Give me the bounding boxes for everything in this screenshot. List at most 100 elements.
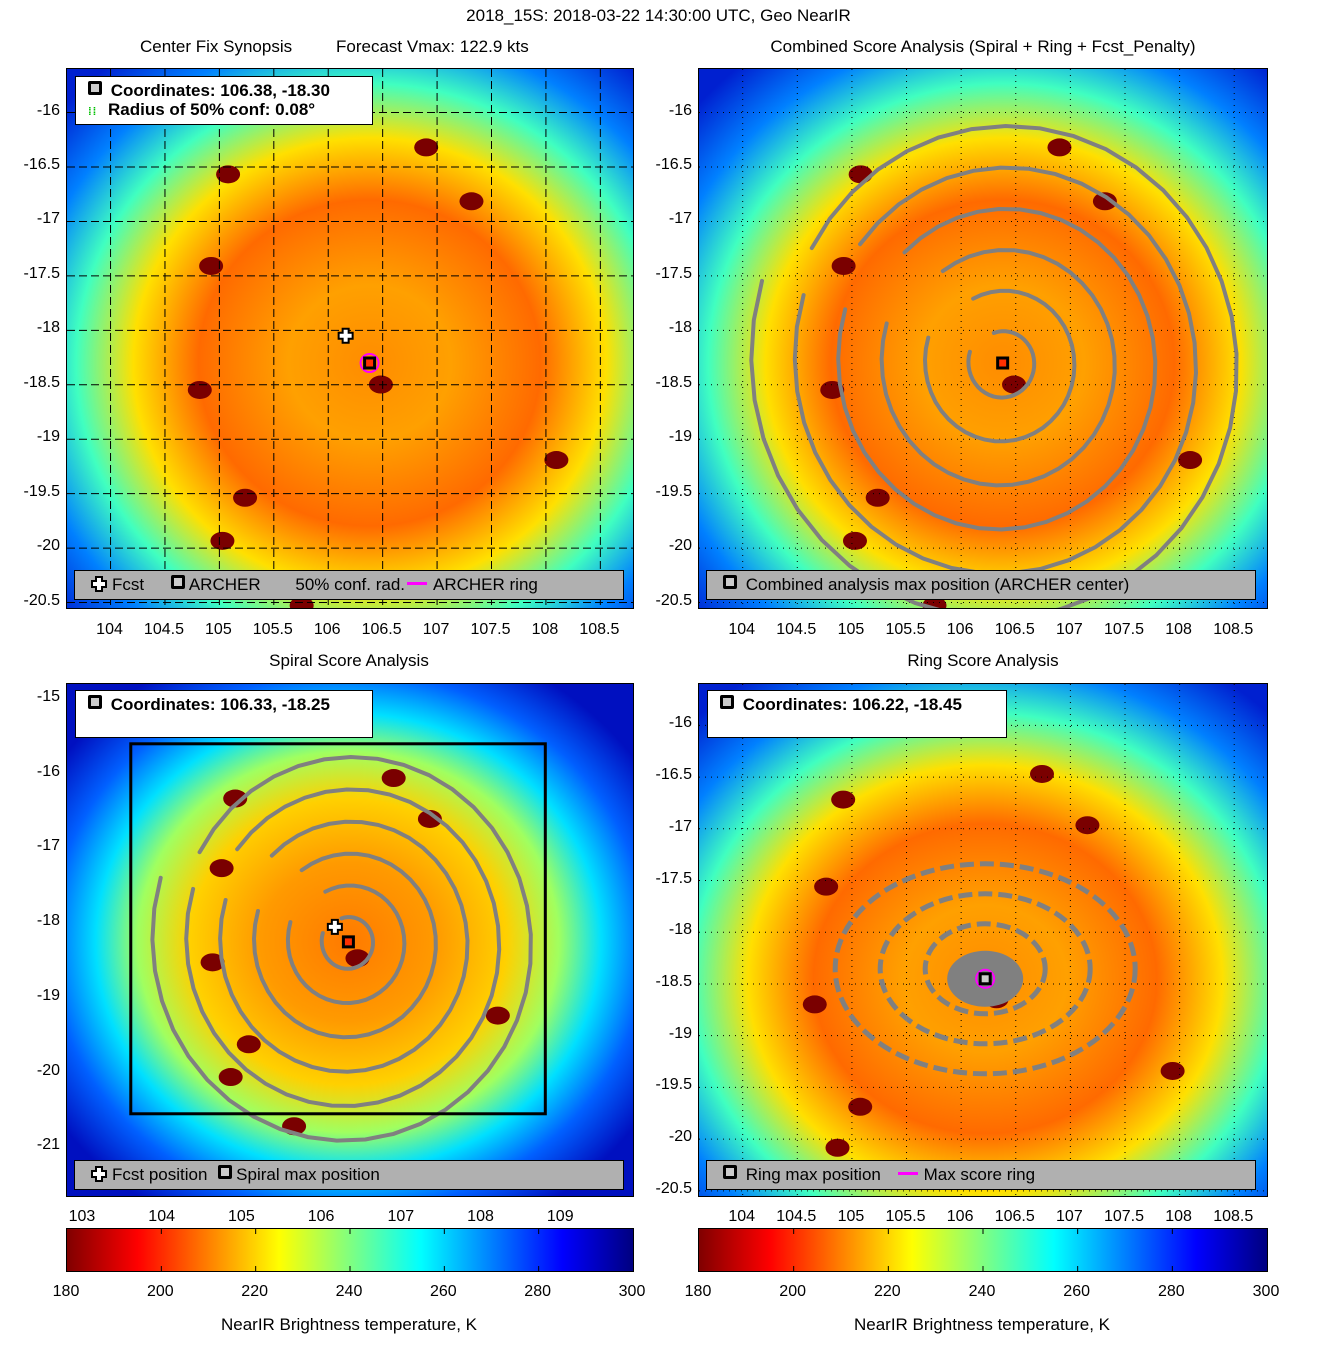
- spiral-score-plot: [67, 684, 633, 1196]
- cold-cloud-blob: [1002, 375, 1027, 394]
- y-tick-label: -17.5: [655, 264, 692, 282]
- y-tick-label: -19: [668, 428, 692, 446]
- y-tick-label: -18: [36, 912, 60, 930]
- y-tick-label: -16: [668, 101, 692, 119]
- colorbar-tick-label: 220: [241, 1283, 268, 1300]
- x-tick-label: 104.5: [776, 621, 817, 638]
- legend-archer-icon: [170, 575, 185, 589]
- cold-cloud-blob: [210, 531, 235, 550]
- x-tick-label: 108: [467, 1208, 494, 1225]
- cold-cloud-blob: [417, 809, 442, 828]
- fcst-plus-icon: [91, 576, 107, 592]
- cold-cloud-blob: [842, 531, 867, 550]
- x-tick-label: 105: [205, 621, 232, 638]
- legend-combined: Combined analysis max position (ARCHER c…: [745, 575, 1130, 594]
- colorbar-tick-label: 240: [335, 1283, 363, 1300]
- y-tick-label: -16: [36, 762, 60, 780]
- spiral-legend: Fcst position Spiral max position: [74, 1160, 624, 1190]
- x-tick-label: 108.5: [1213, 621, 1254, 638]
- colorbar-tick-label: 180: [52, 1283, 80, 1300]
- colorbar-tick-label: 300: [1252, 1283, 1280, 1300]
- x-tick-label: 103: [68, 1208, 96, 1225]
- x-tick-label: 108: [531, 621, 559, 638]
- ring-contour: [832, 861, 1138, 1077]
- x-tick-label: 108: [1165, 1208, 1192, 1225]
- cold-cloud-blob: [1092, 192, 1117, 211]
- center-fix-info-box: Coordinates: 106.38, -18.30 ⁞⁞ Radius of …: [75, 76, 373, 125]
- legend-max-ring-icon: [897, 1172, 918, 1175]
- panel3-title: Spiral Score Analysis: [269, 651, 429, 670]
- colorbar-right: [698, 1228, 1268, 1272]
- legend-spiral-icon: [218, 1165, 233, 1179]
- y-tick-label: -18: [668, 921, 692, 939]
- cold-cloud-blob: [831, 256, 856, 275]
- x-tick-label: 106.5: [994, 1208, 1035, 1225]
- colorbar-tick-label: 240: [968, 1283, 996, 1300]
- legend-fcst-position: Fcst position: [112, 1165, 208, 1184]
- spiral-contour: [184, 787, 502, 1108]
- x-tick-label: 107: [422, 621, 450, 638]
- y-tick-label: -20: [668, 537, 692, 555]
- legend-ring-max-icon: [723, 1165, 737, 1179]
- y-tick-label: -17: [36, 210, 60, 228]
- legend-ring-line-icon: [407, 582, 427, 585]
- spiral-contour: [879, 248, 1117, 488]
- center-fix-legend: Fcst ARCHER 50% conf. rad. ARCHER ring: [74, 570, 624, 600]
- legend-combined-icon: [723, 575, 737, 589]
- x-tick-label: 107.5: [1103, 621, 1145, 638]
- x-tick-label: 107.5: [1103, 1208, 1145, 1225]
- y-tick-label: -20: [668, 1128, 692, 1146]
- x-tick-label: 106.5: [994, 621, 1035, 638]
- combined-legend: Combined analysis max position (ARCHER c…: [706, 570, 1256, 600]
- cold-cloud-blob: [1178, 451, 1203, 470]
- y-tick-label: -19: [36, 986, 60, 1004]
- cold-cloud-blob: [459, 192, 484, 211]
- colorbar-left: [66, 1228, 634, 1272]
- combined-score-plot: [699, 69, 1267, 608]
- y-tick-label: -20: [36, 1061, 60, 1079]
- cold-cloud-blob: [1029, 764, 1054, 783]
- center-marker: [341, 935, 355, 949]
- legend-max-score-ring: Max score ring: [923, 1165, 1036, 1184]
- x-tick-label: 106: [313, 621, 341, 638]
- colorbar-gradient: [699, 1229, 1267, 1271]
- y-tick-label: -16: [668, 714, 692, 732]
- cold-cloud-blob: [848, 165, 873, 184]
- cold-cloud-blob: [200, 953, 225, 972]
- y-tick-label: -20.5: [23, 591, 60, 609]
- archer-ring: [359, 353, 380, 373]
- x-tick-label: 108: [1165, 621, 1192, 638]
- y-tick-label: -16.5: [655, 766, 692, 784]
- cold-cloud-blob: [544, 451, 569, 470]
- x-tick-label: 105: [228, 1208, 255, 1225]
- brightness-temperature-field: [699, 69, 1267, 608]
- y-tick-label: -16.5: [655, 156, 692, 173]
- colorbar-tick-label: 260: [1063, 1283, 1090, 1300]
- ring-legend: Ring max position Max score ring: [706, 1160, 1256, 1190]
- y-tick-label: -19: [668, 1024, 692, 1042]
- cold-cloud-blob: [414, 138, 439, 157]
- spiral-contour: [150, 754, 533, 1143]
- center-marker: [996, 356, 1010, 370]
- cold-cloud-blob: [814, 877, 839, 896]
- y-tick-label: -18.5: [655, 373, 692, 391]
- x-tick-label: 105.5: [885, 1208, 926, 1225]
- ring-info-box: Coordinates: 106.22, -18.45: [707, 690, 1007, 738]
- x-tick-label: 106: [946, 621, 974, 638]
- x-tick-label: 105: [837, 1208, 865, 1225]
- x-tick-label: 109: [546, 1208, 574, 1225]
- ring-score-plot: [699, 684, 1267, 1196]
- x-tick-label: 107: [1056, 1208, 1083, 1225]
- cold-cloud-blob: [848, 1097, 873, 1116]
- center-marker: [978, 972, 992, 986]
- y-tick-label: -18.5: [23, 373, 60, 391]
- panel1-title-left: Center Fix Synopsis: [140, 37, 293, 56]
- x-tick-label: 106: [307, 1208, 335, 1225]
- spiral-contour: [251, 851, 438, 1040]
- y-tick-label: -20.5: [655, 591, 692, 609]
- spiral-contour: [218, 819, 470, 1074]
- y-tick-label: -17.5: [655, 869, 692, 887]
- x-tick-label: 104: [96, 621, 123, 638]
- ring-max-icon: [720, 695, 734, 709]
- x-tick-label: 105: [837, 621, 865, 638]
